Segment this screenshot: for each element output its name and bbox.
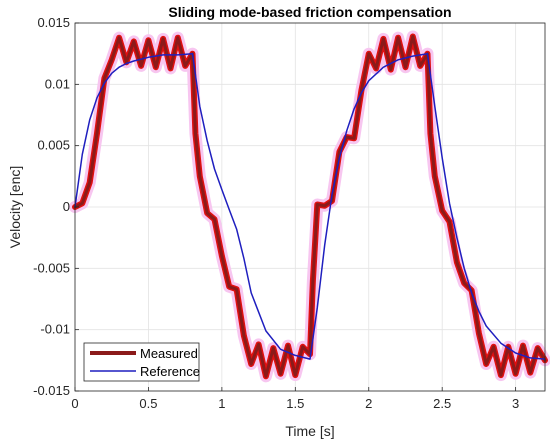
x-tick-label: 0 — [71, 396, 78, 411]
y-tick-label: -0.01 — [40, 322, 70, 337]
y-tick-label: 0.005 — [37, 138, 70, 153]
series-layer — [69, 30, 550, 383]
y-axis-label: Velocity [enc] — [7, 166, 23, 249]
ticks: 0 0.5 1 1.5 2 2.5 3 -0.015 -0.01 -0.005 0 0.005 0.01… — [33, 15, 519, 411]
series-reference-line — [74, 52, 546, 360]
x-tick-label: 3 — [512, 396, 519, 411]
x-tick-label: 1 — [218, 396, 225, 411]
legend-reference-label: Reference — [140, 364, 200, 379]
y-tick-label: -0.015 — [33, 383, 70, 398]
x-tick-label: 0.5 — [139, 396, 157, 411]
y-tick-label: -0.005 — [33, 260, 70, 275]
series-measured-line — [73, 35, 547, 378]
legend-box — [83, 342, 200, 382]
legend: Measured Reference — [83, 342, 200, 382]
legend-measured-label: Measured — [140, 346, 198, 361]
y-tick-label: 0.01 — [45, 76, 70, 91]
x-tick-label: 1.5 — [286, 396, 304, 411]
y-tick-label: 0 — [63, 199, 70, 214]
chart-title: Sliding mode-based friction compensation — [168, 4, 451, 20]
y-tick-label: 0.015 — [37, 15, 70, 30]
x-axis-label: Time [s] — [285, 423, 334, 439]
x-tick-label: 2.5 — [433, 396, 451, 411]
x-tick-label: 2 — [365, 396, 372, 411]
